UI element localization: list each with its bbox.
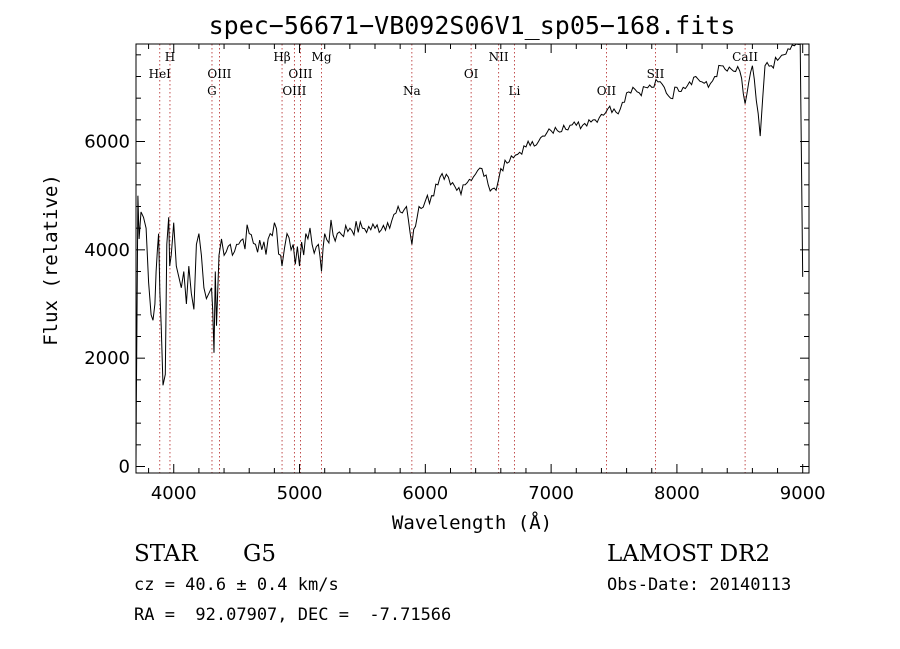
- marker-label: OIII: [207, 67, 231, 81]
- marker-label: G: [207, 84, 217, 98]
- x-tick-label: 9000: [780, 483, 826, 504]
- marker-label: Li: [508, 84, 520, 98]
- y-tick-label: 2000: [84, 348, 130, 369]
- marker-label: Na: [403, 84, 421, 98]
- marker-label: HeI: [149, 67, 172, 81]
- y-tick-label: 0: [119, 457, 130, 478]
- marker-label: Mg: [312, 50, 332, 64]
- object-class: STAR: [134, 541, 198, 567]
- marker-label: Hβ: [273, 50, 290, 64]
- object-subclass: G5: [243, 541, 276, 567]
- x-axis-label: Wavelength (Å): [392, 511, 552, 534]
- y-axis: 0 2000 4000 6000: [84, 54, 809, 478]
- marker-label: SII: [647, 67, 665, 81]
- y-tick-label: 4000: [84, 240, 130, 261]
- redshift-cz: cz = 40.6 ± 0.4 km/s: [134, 575, 339, 595]
- x-tick-label: 7000: [528, 483, 574, 504]
- spectrum-line: [135, 43, 804, 467]
- marker-label: NII: [489, 50, 509, 64]
- observation-date: Obs-Date: 20140113: [607, 575, 791, 595]
- chart-title: spec−56671−VB092S06V1_sp05−168.fits: [209, 11, 736, 40]
- marker-label: OIII: [282, 84, 306, 98]
- plot-frame: [135, 43, 810, 474]
- y-tick-label: 6000: [84, 132, 130, 153]
- coordinates: RA = 92.07907, DEC = -7.71566: [134, 605, 451, 625]
- x-tick-label: 4000: [151, 483, 197, 504]
- marker-label: OII: [597, 84, 617, 98]
- marker-label: OIII: [288, 67, 312, 81]
- marker-label: OI: [464, 67, 479, 81]
- x-axis: 4000 5000 6000 7000 8000 9000: [148, 44, 826, 504]
- x-tick-label: 8000: [654, 483, 700, 504]
- marker-label: CaII: [732, 50, 758, 64]
- y-axis-label: Flux (relative): [40, 174, 62, 346]
- x-tick-label: 6000: [402, 483, 448, 504]
- marker-label: H: [165, 50, 175, 64]
- survey-name: LAMOST DR2: [607, 541, 770, 567]
- x-tick-label: 5000: [277, 483, 323, 504]
